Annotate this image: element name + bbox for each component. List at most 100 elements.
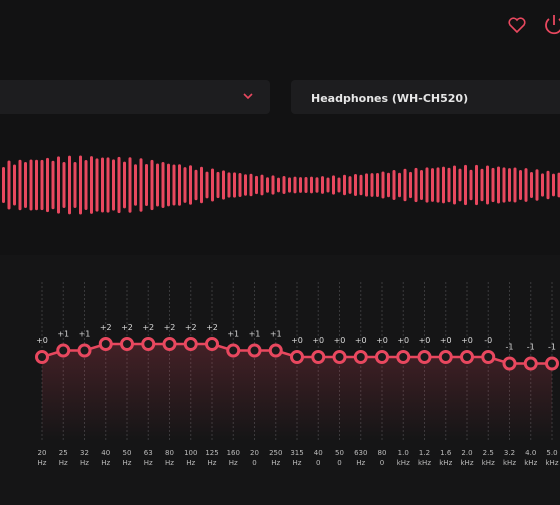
gain-label: +1 xyxy=(79,330,91,339)
band-handle[interactable] xyxy=(417,350,432,364)
waveform-bar xyxy=(51,160,55,210)
band-handle[interactable] xyxy=(460,350,474,364)
band-handle[interactable] xyxy=(438,350,453,364)
gain-label: +0 xyxy=(291,336,303,345)
dropdown-chevron xyxy=(243,93,253,100)
band-frequency: 2.5 xyxy=(483,449,494,457)
band-unit: Hz xyxy=(271,459,280,467)
band-handle[interactable] xyxy=(205,337,219,351)
band-handle[interactable] xyxy=(332,350,347,364)
waveform-bar xyxy=(497,166,500,204)
gain-label: +0 xyxy=(461,336,473,345)
band-unit: Hz xyxy=(101,459,110,467)
gain-label: +0 xyxy=(397,336,409,345)
band-unit: 0 xyxy=(316,459,320,467)
gain-label: +0 xyxy=(36,336,48,345)
band-frequency: 250 xyxy=(269,449,282,457)
waveform-bar xyxy=(18,159,22,211)
waveform-bar xyxy=(271,175,275,195)
waveform-bar xyxy=(68,155,71,215)
waveform-bar xyxy=(172,164,176,206)
band-handle[interactable] xyxy=(56,343,71,358)
band-handle[interactable] xyxy=(247,343,262,358)
band-unit: kHz xyxy=(397,459,410,467)
band-handle[interactable] xyxy=(353,350,368,364)
band-handle[interactable] xyxy=(502,356,517,371)
gain-label: +2 xyxy=(121,323,133,332)
band-frequency: 20 xyxy=(38,449,47,457)
waveform-bar xyxy=(524,168,528,202)
gain-label: -1 xyxy=(548,343,556,352)
device-label: Headphones (WH-CH520) xyxy=(311,92,468,105)
waveform-bar xyxy=(502,167,506,203)
waveform-bar xyxy=(24,162,27,208)
band-handle[interactable] xyxy=(98,337,113,351)
waveform-bar xyxy=(409,171,412,199)
waveform-bar xyxy=(123,161,126,209)
gain-label: -1 xyxy=(506,343,514,352)
band-handle[interactable] xyxy=(545,356,559,371)
band-handle[interactable] xyxy=(481,350,496,364)
band-handle[interactable] xyxy=(141,337,156,351)
waveform-bar xyxy=(7,160,11,210)
waveform-bar xyxy=(442,166,445,204)
band-frequency: 630 xyxy=(354,449,367,457)
waveform-bar xyxy=(79,155,82,215)
device-dropdown[interactable] xyxy=(291,80,560,114)
band-handle[interactable] xyxy=(375,350,389,364)
waveform-bar xyxy=(205,171,209,199)
gain-label: +1 xyxy=(249,330,261,339)
waveform-bar xyxy=(321,176,324,194)
waveform-bar xyxy=(348,176,352,194)
waveform-bar xyxy=(161,161,165,209)
band-handle[interactable] xyxy=(290,350,304,364)
gain-label: +0 xyxy=(355,336,367,345)
waveform-bar xyxy=(546,170,550,200)
waveform-bar xyxy=(150,159,154,211)
waveform-bar xyxy=(2,167,5,203)
band-handle[interactable] xyxy=(523,356,538,371)
waveform-bar xyxy=(194,169,198,201)
waveform-bar xyxy=(227,172,231,198)
band-frequency: 20 xyxy=(250,449,259,457)
band-handle[interactable] xyxy=(120,337,134,351)
waveform-bar xyxy=(277,177,280,193)
gain-label: +1 xyxy=(227,330,239,339)
gain-label: +2 xyxy=(100,323,112,332)
band-unit: kHz xyxy=(482,459,495,467)
band-unit: Hz xyxy=(144,459,153,467)
gain-label: +1 xyxy=(270,330,282,339)
band-handle[interactable] xyxy=(162,337,177,351)
band-unit: Hz xyxy=(165,459,174,467)
waveform-bar xyxy=(216,171,220,199)
waveform-bar xyxy=(359,174,363,196)
band-frequency: 63 xyxy=(144,449,153,457)
waveform-bar xyxy=(392,170,396,200)
band-handle[interactable] xyxy=(77,343,92,358)
band-frequency: 2.0 xyxy=(461,449,472,457)
waveform-bar xyxy=(557,172,560,198)
band-unit: kHz xyxy=(418,459,431,467)
band-handle[interactable] xyxy=(268,343,283,358)
gain-label: +0 xyxy=(440,336,452,345)
band-handle[interactable] xyxy=(311,350,326,364)
band-frequency: 25 xyxy=(59,449,68,457)
preset-dropdown[interactable] xyxy=(0,80,270,114)
waveform-bar xyxy=(293,176,297,194)
waveform-bar xyxy=(458,168,462,202)
band-unit: kHz xyxy=(503,459,516,467)
band-unit: kHz xyxy=(439,459,452,467)
waveform-bar xyxy=(403,168,407,202)
band-handle[interactable] xyxy=(226,343,241,358)
waveform-bar xyxy=(304,177,308,193)
band-handle[interactable] xyxy=(35,350,49,364)
favorite-button[interactable] xyxy=(508,17,526,34)
band-handle[interactable] xyxy=(396,350,411,364)
gain-label: +2 xyxy=(164,323,176,332)
band-handle[interactable] xyxy=(183,337,198,351)
waveform-bar xyxy=(112,159,115,211)
power-button[interactable] xyxy=(545,15,560,35)
waveform-bar xyxy=(381,171,385,199)
